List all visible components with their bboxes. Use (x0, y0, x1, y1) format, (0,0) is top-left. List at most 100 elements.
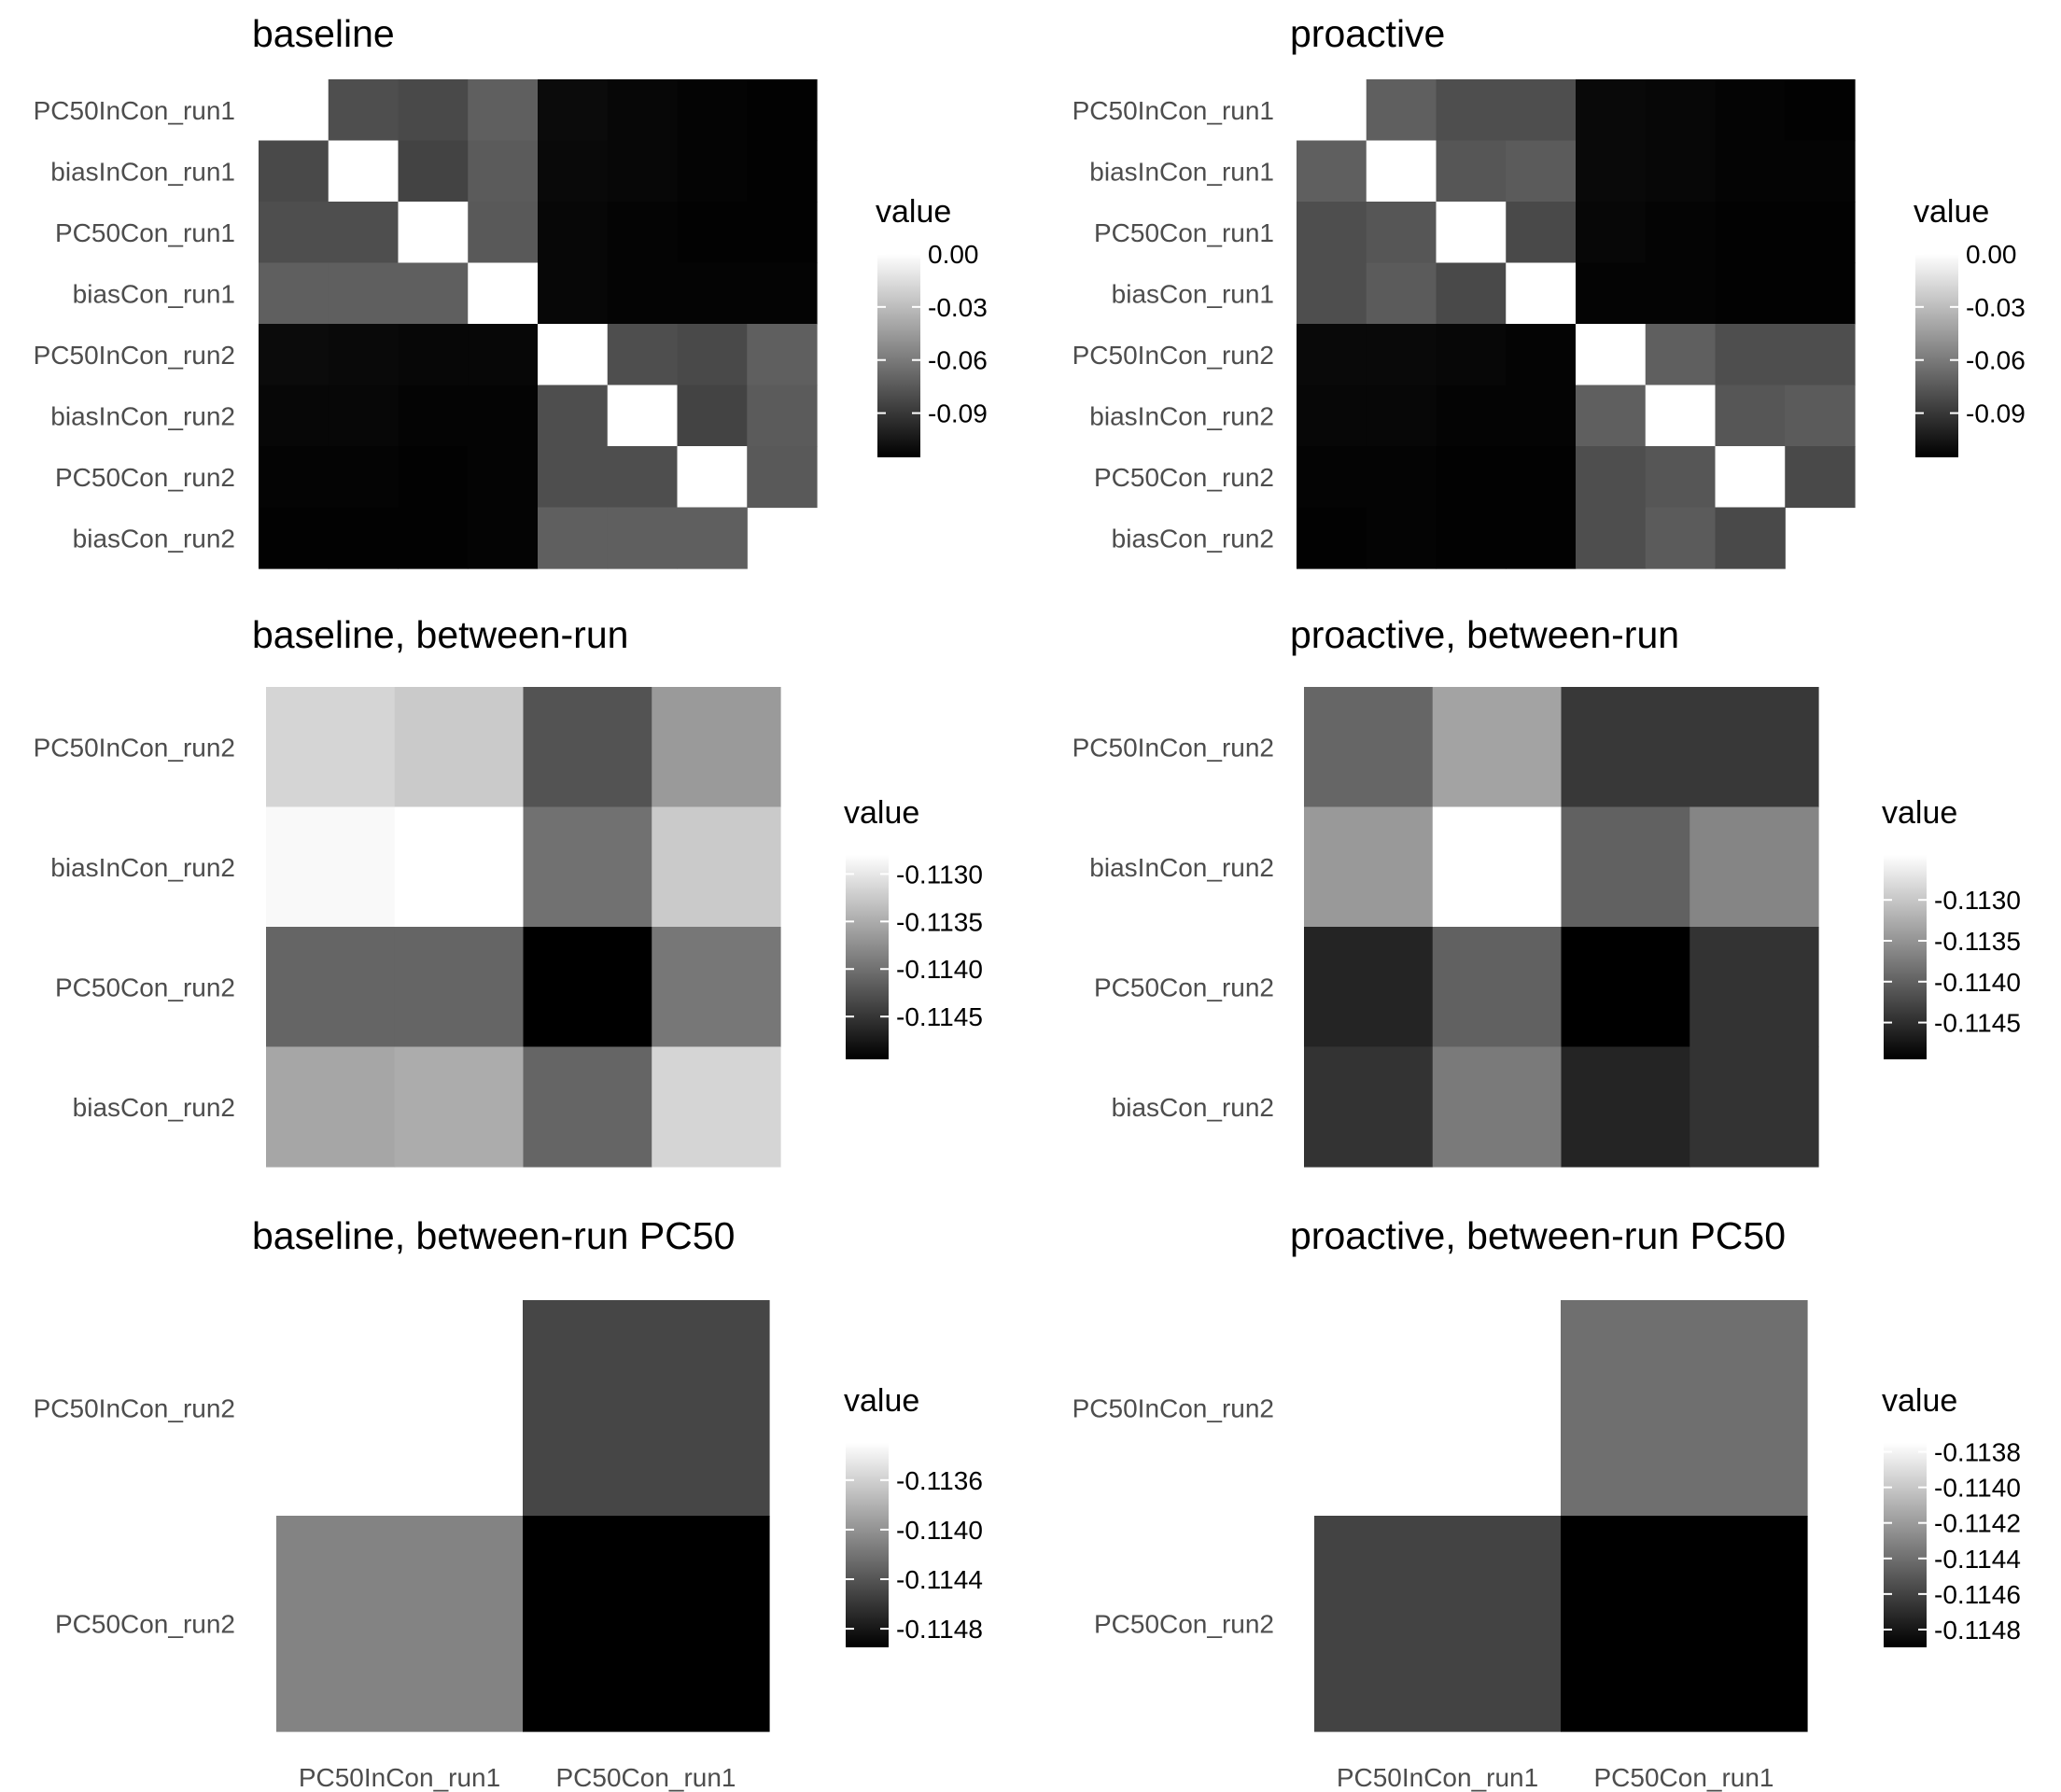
heatmap-cell (1506, 385, 1577, 447)
heatmap-cell (1576, 446, 1647, 509)
heatmap-cell (1645, 202, 1717, 264)
y-axis-label: biasInCon_run2 (1089, 853, 1274, 882)
heatmap-cell (652, 1046, 781, 1168)
heatmap-cell (1689, 1046, 1819, 1168)
y-axis-label: biasCon_run2 (73, 524, 235, 553)
heatmap-cell (1689, 806, 1819, 928)
y-axis-label: biasCon_run1 (73, 279, 235, 308)
legend-tick-label: -0.1135 (896, 907, 983, 936)
heatmap-cell (523, 1300, 770, 1517)
legend-tick-label: -0.1138 (1934, 1438, 2021, 1467)
heatmap-cell (259, 446, 329, 509)
heatmap-cell (523, 927, 652, 1048)
heatmap-cell (677, 79, 748, 142)
heatmap-cell (1314, 1516, 1562, 1732)
heatmap-cell (747, 385, 818, 447)
y-axis-label: PC50Con_run2 (1094, 973, 1274, 1001)
legend-title: value (844, 1383, 919, 1419)
heatmap-cell (1715, 446, 1786, 509)
y-axis-label: PC50InCon_run1 (1073, 96, 1274, 125)
heatmap-cell (1689, 687, 1819, 808)
heatmap-cell (1576, 79, 1647, 142)
heatmap-cell (538, 385, 609, 447)
heatmap-cell (747, 446, 818, 509)
heatmap-cell (1715, 202, 1786, 264)
legend-tick-label: -0.06 (928, 346, 988, 375)
heatmap-cell (607, 507, 679, 569)
heatmap-cell (1715, 79, 1786, 142)
heatmap-cell (607, 385, 679, 447)
heatmap-cell (747, 79, 818, 142)
heatmap-cell (1576, 324, 1647, 386)
heatmap-cell (259, 385, 329, 447)
heatmap-cell (1715, 262, 1786, 325)
heatmap-cell (1576, 507, 1647, 569)
heatmap-cell (1366, 324, 1437, 386)
heatmap-cell (1561, 1516, 1808, 1732)
legend-title: value (1882, 795, 1957, 831)
heatmap-cell (747, 324, 818, 386)
heatmap-cell (677, 446, 748, 509)
heatmap-cell (1432, 687, 1563, 808)
y-axis-label: PC50Con_run1 (55, 218, 235, 247)
heatmap-cell (328, 79, 400, 142)
y-axis-label: biasInCon_run2 (1089, 401, 1274, 430)
heatmap-cell (1561, 687, 1690, 808)
heatmap-cell (1576, 202, 1647, 264)
heatmap-cell (1366, 202, 1437, 264)
heatmap-cell (538, 79, 609, 142)
heatmap-cell (538, 446, 609, 509)
heatmap-cell (398, 507, 469, 569)
legend-title: value (876, 194, 951, 230)
heatmap-cell (747, 202, 818, 264)
heatmap-cell (1366, 140, 1437, 203)
heatmap-cell (328, 385, 400, 447)
legend-tick-label: -0.1140 (1934, 1474, 2021, 1503)
heatmap-cell (1304, 687, 1434, 808)
heatmap-cell (1561, 806, 1690, 928)
y-axis-label: PC50Con_run2 (55, 973, 235, 1001)
y-axis-label: biasCon_run2 (73, 1093, 235, 1122)
y-axis-label: PC50Con_run2 (55, 463, 235, 492)
panel-baseline-between-run-pc50: baseline, between-run PC50 PC50InCon_run… (34, 1214, 983, 1792)
heatmap-cell (677, 324, 748, 386)
heatmap-cell (394, 806, 525, 928)
panel-title: baseline, between-run (252, 613, 628, 656)
heatmap-cell (1506, 202, 1577, 264)
y-axis-label: PC50InCon_run2 (34, 733, 235, 762)
heatmap-cell (1432, 927, 1563, 1048)
x-axis-label: PC50Con_run1 (555, 1763, 736, 1792)
y-axis-label: biasInCon_run1 (1089, 157, 1274, 186)
heatmap-cell (468, 140, 539, 203)
legend-tick-label: -0.1144 (896, 1565, 983, 1594)
heatmap-cell (1785, 140, 1856, 203)
heatmap-cell (1506, 262, 1577, 325)
y-axis-label: biasInCon_run1 (50, 157, 235, 186)
y-axis-label: PC50InCon_run2 (1073, 341, 1274, 370)
panel-baseline-between-run: baseline, between-run PC50InCon_run2bias… (34, 613, 983, 1168)
heatmap-cell (468, 202, 539, 264)
heatmap-cell (1297, 507, 1367, 569)
heatmap-cell (677, 507, 748, 569)
heatmap-cell (394, 927, 525, 1048)
panel-title: baseline, between-run PC50 (252, 1214, 735, 1257)
legend-tick-label: -0.03 (1966, 293, 2026, 322)
heatmap-cell (1297, 262, 1367, 325)
heatmap-cell (1715, 507, 1786, 569)
heatmap-cell (1304, 927, 1434, 1048)
heatmap-cell (1715, 385, 1786, 447)
legend-tick-label: -0.1145 (896, 1002, 983, 1031)
heatmap-cell (266, 806, 396, 928)
legend-tick-label: -0.1148 (896, 1615, 983, 1644)
heatmap-cell (1506, 324, 1577, 386)
panel-title: baseline (252, 12, 395, 55)
x-axis-label: PC50InCon_run1 (1337, 1763, 1538, 1792)
heatmap-cell (1645, 507, 1717, 569)
heatmap-cell (468, 262, 539, 325)
y-axis-label: biasCon_run2 (1112, 1093, 1274, 1122)
heatmap-cell (747, 140, 818, 203)
heatmap-cell (607, 79, 679, 142)
heatmap-cell (1645, 79, 1717, 142)
heatmap-cell (747, 262, 818, 325)
legend-tick-label: -0.1130 (896, 860, 983, 889)
